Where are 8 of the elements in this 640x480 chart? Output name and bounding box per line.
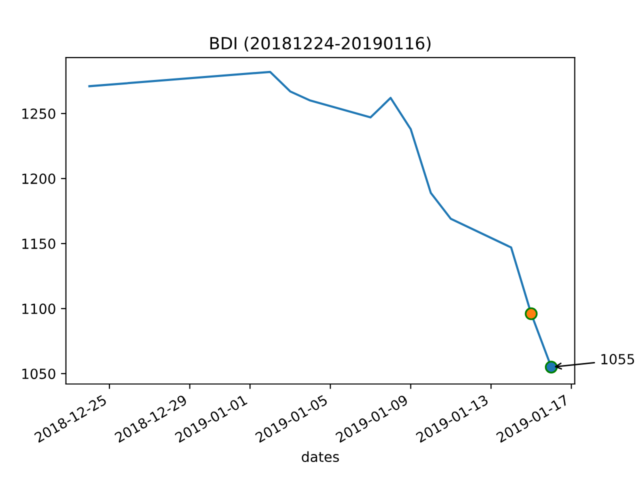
y-tick-label: 1250: [22, 108, 56, 119]
y-tick-label: 1150: [22, 238, 56, 250]
y-tick-label: 1050: [22, 368, 56, 380]
chart-title: BDI (20181224-20190116): [210, 36, 430, 52]
y-tick-label: 1100: [22, 304, 56, 314]
y-tick-label: 1200: [22, 174, 56, 184]
annotation: 1055: [601, 354, 634, 364]
x-axis-title: dates: [302, 451, 339, 462]
